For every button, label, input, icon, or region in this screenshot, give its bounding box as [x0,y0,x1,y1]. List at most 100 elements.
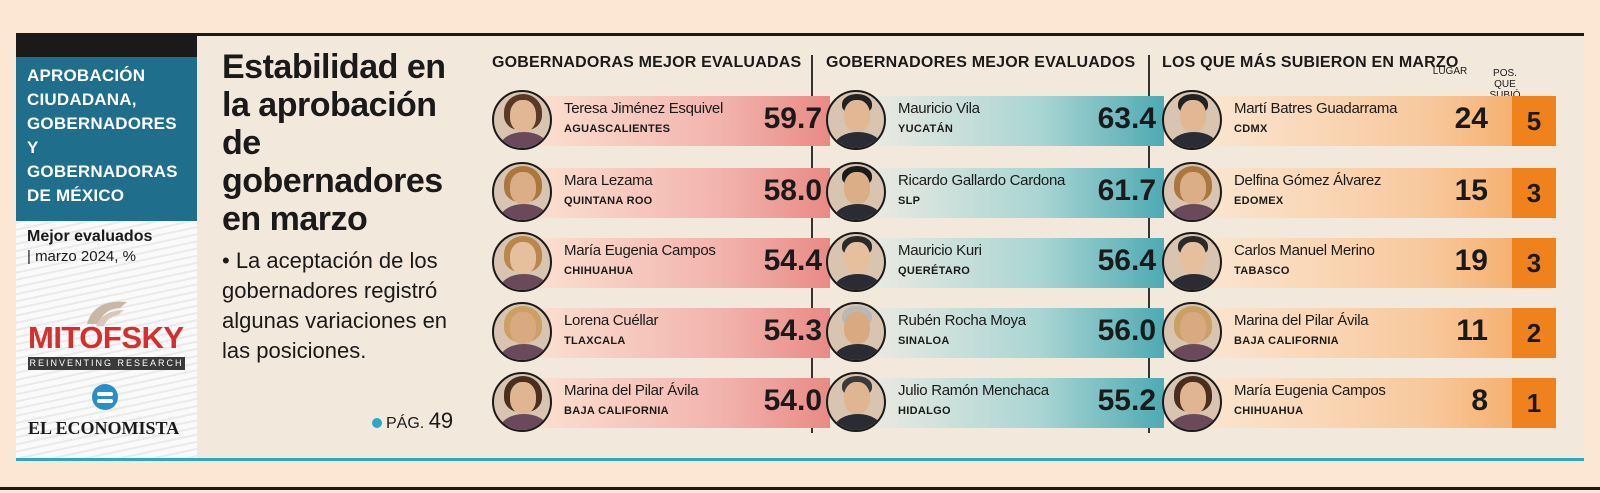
portrait-body [500,274,548,290]
value-bar [522,308,830,358]
place-value: 19 [1454,244,1488,277]
list-item: Carlos Manuel Merino TABASCO 19 3 [1162,232,1556,292]
page-reference-number: 49 [428,408,454,433]
portrait-face [1180,100,1206,132]
place-value: 8 [1471,384,1488,417]
portrait-face [844,172,870,204]
mitofsky-logo-icon [87,301,127,326]
page-reference-label: PÁG. [386,415,425,432]
portrait-face [844,242,870,274]
portrait-face [510,382,536,414]
approval-value: 54.4 [763,244,822,277]
portrait-photo [492,162,552,222]
person-name: María Eugenia Campos [564,242,716,259]
person-state: QUINTANA ROO [564,195,653,207]
headline-title: Estabilidad en la aprobación de gobernad… [222,48,446,238]
place-column-header: LUGAR [1432,66,1468,77]
portrait-photo [1162,372,1222,432]
person-state: QUERÉTARO [898,265,971,277]
portrait-photo [826,232,886,292]
value-bar [856,238,1164,288]
approval-value: 54.0 [763,384,822,417]
portrait-face [1180,242,1206,274]
value-bar [856,96,1164,146]
portrait-face [1180,312,1206,344]
person-state: TLAXCALA [564,335,626,347]
sidebar-title-box [16,57,197,221]
place-value: 11 [1456,314,1488,347]
value-bar [522,238,830,288]
person-state: CHIHUAHUA [1234,405,1304,417]
portrait-body [1170,204,1218,220]
portrait-body [500,204,548,220]
portrait-face [1180,382,1206,414]
list-item: Mauricio Kuri QUERÉTARO 56.4 [826,232,1164,292]
sidebar-title: APROBACIÓN CIUDADANA, GOBERNADORES Y GOB… [27,66,178,205]
publisher-name: EL ECONOMISTA [28,418,180,438]
men-section-title: GOBERNADORES MEJOR EVALUADOS [826,54,1136,71]
person-state: HIDALGO [898,405,951,417]
rise-value: 5 [1512,96,1556,146]
portrait-photo [492,232,552,292]
approval-value: 56.0 [1097,314,1156,347]
portrait-face [844,312,870,344]
portrait-photo [492,90,552,150]
value-bar [522,378,830,428]
list-item: Lorena Cuéllar TLAXCALA 54.3 [492,302,830,362]
bottom-accent-line [16,458,1584,461]
portrait-face [510,172,536,204]
person-name: Delfina Gómez Álvarez [1234,172,1382,189]
portrait-photo [826,90,886,150]
portrait-body [500,414,548,430]
approval-value: 63.4 [1097,102,1156,135]
person-state: CHIHUAHUA [564,265,634,277]
person-state: AGUASCALIENTES [564,123,671,135]
person-state: EDOMEX [1234,195,1284,207]
value-bar [856,308,1164,358]
portrait-body [500,344,548,360]
portrait-photo [1162,302,1222,362]
portrait-body [834,204,882,220]
portrait-photo [1162,232,1222,292]
portrait-face [844,100,870,132]
place-value: 15 [1454,174,1488,207]
brand-logo: MITOFSKY [28,320,184,355]
person-name: Mauricio Vila [898,100,980,117]
women-section-title: GOBERNADORAS MEJOR EVALUADAS [492,54,802,71]
portrait-face [1180,172,1206,204]
portrait-photo [1162,90,1222,150]
list-item: Ricardo Gallardo Cardona SLP 61.7 [826,162,1164,222]
list-item: Rubén Rocha Moya SINALOA 56.0 [826,302,1164,362]
portrait-body [1170,132,1218,148]
approval-value: 59.7 [763,102,822,135]
person-name: Rubén Rocha Moya [898,312,1026,329]
page-reference: PÁG. 49 [372,408,453,434]
list-item: Marina del Pilar Ávila BAJA CALIFORNIA 54.… [492,372,830,432]
portrait-body [834,344,882,360]
person-state: SLP [898,195,921,207]
portrait-face [510,312,536,344]
list-item: Mauricio Vila YUCATÁN 63.4 [826,90,1164,150]
list-item: Martí Batres Guadarrama CDMX 24 5 [1162,90,1556,150]
person-name: Julio Ramón Menchaca [898,382,1049,399]
value-bar [856,168,1164,218]
value-bar [1192,378,1556,428]
brand-tagline: REINVENTING RESEARCH [28,357,185,370]
approval-value: 55.2 [1097,384,1156,417]
portrait-body [834,274,882,290]
person-name: Carlos Manuel Merino [1234,242,1375,259]
top-bar-right [197,33,1584,36]
rise-value: 1 [1512,378,1556,428]
list-item: Marina del Pilar Ávila BAJA CALIFORNIA 11 2 [1162,302,1556,362]
person-state: YUCATÁN [898,123,954,135]
portrait-face [844,382,870,414]
portrait-photo [826,372,886,432]
portrait-body [500,132,548,148]
headline-body: • La aceptación de los gobernadores regi… [222,248,448,363]
portrait-body [1170,344,1218,360]
list-item: Julio Ramón Menchaca HIDALGO 55.2 [826,372,1164,432]
portrait-photo [826,162,886,222]
value-bar [1192,96,1556,146]
value-bar [1192,308,1556,358]
portrait-face [510,242,536,274]
